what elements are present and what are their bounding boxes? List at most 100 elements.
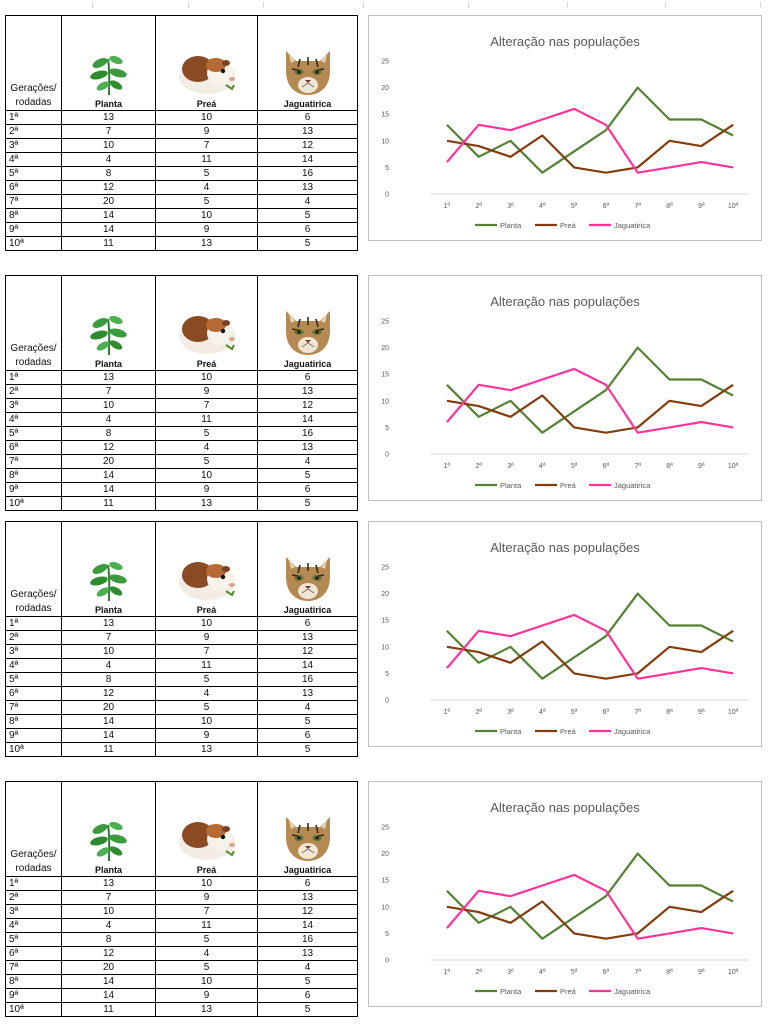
jaguatirica-cell[interactable]: 5 xyxy=(257,742,358,757)
planta-cell[interactable]: 4 xyxy=(61,412,156,427)
column-header-preá[interactable]: Preá xyxy=(155,781,258,877)
prea-cell[interactable]: 5 xyxy=(155,960,258,975)
planta-cell[interactable]: 4 xyxy=(61,918,156,933)
round-cell[interactable]: 8ª xyxy=(5,714,62,729)
round-cell[interactable]: 5ª xyxy=(5,932,62,947)
planta-cell[interactable]: 10 xyxy=(61,398,156,413)
jaguatirica-cell[interactable]: 16 xyxy=(257,166,358,181)
planta-cell[interactable]: 13 xyxy=(61,616,156,631)
planta-cell[interactable]: 7 xyxy=(61,890,156,905)
jaguatirica-cell[interactable]: 6 xyxy=(257,222,358,237)
jaguatirica-cell[interactable]: 14 xyxy=(257,152,358,167)
round-cell[interactable]: 5ª xyxy=(5,672,62,687)
prea-cell[interactable]: 13 xyxy=(155,236,258,251)
round-cell[interactable]: 6ª xyxy=(5,180,62,195)
column-header-jaguatirica[interactable]: Jaguatirica xyxy=(257,781,358,877)
planta-cell[interactable]: 12 xyxy=(61,180,156,195)
round-cell[interactable]: 1ª xyxy=(5,876,62,891)
prea-cell[interactable]: 11 xyxy=(155,412,258,427)
prea-cell[interactable]: 13 xyxy=(155,742,258,757)
round-cell[interactable]: 2ª xyxy=(5,384,62,399)
jaguatirica-cell[interactable]: 6 xyxy=(257,876,358,891)
prea-cell[interactable]: 7 xyxy=(155,398,258,413)
jaguatirica-cell[interactable]: 13 xyxy=(257,946,358,961)
round-cell[interactable]: 1ª xyxy=(5,110,62,125)
round-cell[interactable]: 2ª xyxy=(5,630,62,645)
planta-cell[interactable]: 8 xyxy=(61,166,156,181)
jaguatirica-cell[interactable]: 16 xyxy=(257,932,358,947)
planta-cell[interactable]: 20 xyxy=(61,194,156,209)
prea-cell[interactable]: 9 xyxy=(155,988,258,1003)
prea-cell[interactable]: 13 xyxy=(155,496,258,511)
prea-cell[interactable]: 9 xyxy=(155,482,258,497)
round-cell[interactable]: 2ª xyxy=(5,124,62,139)
round-cell[interactable]: 6ª xyxy=(5,440,62,455)
population-chart[interactable]: Alteração nas populações 0 5 10 15 20 25 1ª 2ª 3ª… xyxy=(368,15,762,241)
prea-cell[interactable]: 10 xyxy=(155,974,258,989)
planta-cell[interactable]: 11 xyxy=(61,742,156,757)
planta-cell[interactable]: 14 xyxy=(61,208,156,223)
prea-cell[interactable]: 5 xyxy=(155,932,258,947)
column-header-planta[interactable]: Planta xyxy=(61,781,156,877)
round-cell[interactable]: 2ª xyxy=(5,890,62,905)
round-cell[interactable]: 6ª xyxy=(5,946,62,961)
prea-cell[interactable]: 9 xyxy=(155,222,258,237)
population-chart[interactable]: Alteração nas populações 0 5 10 15 20 25 1ª 2ª 3ª… xyxy=(368,781,762,1007)
prea-cell[interactable]: 7 xyxy=(155,138,258,153)
prea-cell[interactable]: 5 xyxy=(155,426,258,441)
planta-cell[interactable]: 14 xyxy=(61,222,156,237)
round-cell[interactable]: 7ª xyxy=(5,700,62,715)
jaguatirica-cell[interactable]: 6 xyxy=(257,370,358,385)
prea-cell[interactable]: 10 xyxy=(155,714,258,729)
round-cell[interactable]: 9ª xyxy=(5,728,62,743)
column-header-preá[interactable]: Preá xyxy=(155,521,258,617)
jaguatirica-cell[interactable]: 4 xyxy=(257,960,358,975)
prea-cell[interactable]: 9 xyxy=(155,728,258,743)
jaguatirica-cell[interactable]: 13 xyxy=(257,630,358,645)
round-cell[interactable]: 8ª xyxy=(5,208,62,223)
prea-cell[interactable]: 11 xyxy=(155,152,258,167)
planta-cell[interactable]: 10 xyxy=(61,644,156,659)
planta-cell[interactable]: 20 xyxy=(61,454,156,469)
jaguatirica-cell[interactable]: 13 xyxy=(257,440,358,455)
prea-cell[interactable]: 5 xyxy=(155,194,258,209)
planta-cell[interactable]: 12 xyxy=(61,686,156,701)
round-cell[interactable]: 9ª xyxy=(5,222,62,237)
jaguatirica-cell[interactable]: 6 xyxy=(257,728,358,743)
prea-cell[interactable]: 9 xyxy=(155,630,258,645)
jaguatirica-cell[interactable]: 4 xyxy=(257,700,358,715)
round-cell[interactable]: 7ª xyxy=(5,960,62,975)
round-cell[interactable]: 4ª xyxy=(5,152,62,167)
planta-cell[interactable]: 4 xyxy=(61,152,156,167)
round-cell[interactable]: 1ª xyxy=(5,616,62,631)
planta-cell[interactable]: 11 xyxy=(61,1002,156,1017)
jaguatirica-cell[interactable]: 16 xyxy=(257,426,358,441)
planta-cell[interactable]: 14 xyxy=(61,988,156,1003)
round-cell[interactable]: 5ª xyxy=(5,426,62,441)
planta-cell[interactable]: 14 xyxy=(61,482,156,497)
planta-cell[interactable]: 12 xyxy=(61,440,156,455)
prea-cell[interactable]: 4 xyxy=(155,946,258,961)
prea-cell[interactable]: 9 xyxy=(155,384,258,399)
prea-cell[interactable]: 5 xyxy=(155,454,258,469)
jaguatirica-cell[interactable]: 6 xyxy=(257,616,358,631)
column-header-jaguatirica[interactable]: Jaguatirica xyxy=(257,15,358,111)
jaguatirica-cell[interactable]: 5 xyxy=(257,236,358,251)
prea-cell[interactable]: 10 xyxy=(155,468,258,483)
round-cell[interactable]: 8ª xyxy=(5,468,62,483)
planta-cell[interactable]: 4 xyxy=(61,658,156,673)
prea-cell[interactable]: 10 xyxy=(155,208,258,223)
planta-cell[interactable]: 11 xyxy=(61,496,156,511)
planta-cell[interactable]: 13 xyxy=(61,110,156,125)
round-cell[interactable]: 4ª xyxy=(5,918,62,933)
prea-cell[interactable]: 10 xyxy=(155,876,258,891)
jaguatirica-cell[interactable]: 13 xyxy=(257,384,358,399)
planta-cell[interactable]: 7 xyxy=(61,630,156,645)
planta-cell[interactable]: 12 xyxy=(61,946,156,961)
round-cell[interactable]: 3ª xyxy=(5,904,62,919)
generations-header[interactable]: Gerações/rodadas xyxy=(5,275,62,371)
jaguatirica-cell[interactable]: 12 xyxy=(257,904,358,919)
prea-cell[interactable]: 13 xyxy=(155,1002,258,1017)
prea-cell[interactable]: 7 xyxy=(155,904,258,919)
planta-cell[interactable]: 10 xyxy=(61,138,156,153)
